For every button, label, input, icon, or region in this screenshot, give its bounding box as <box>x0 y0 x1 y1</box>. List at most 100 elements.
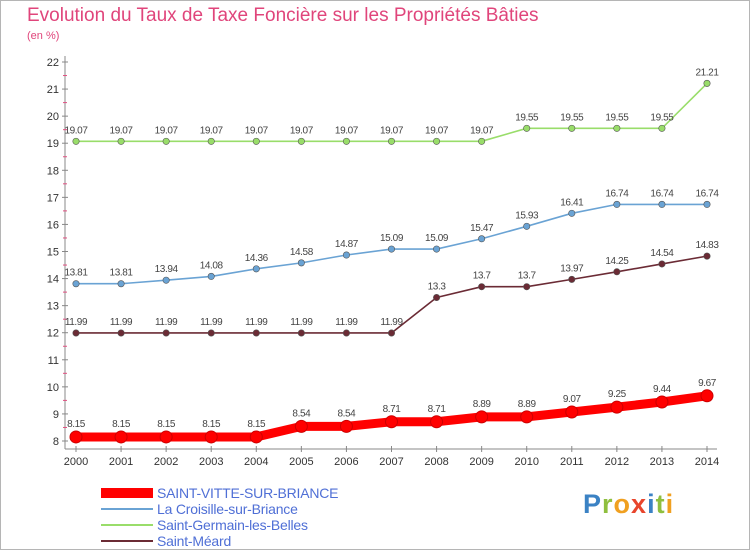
x-tick-label: 2014 <box>695 456 719 468</box>
legend-label: La Croisille-sur-Briance <box>157 501 298 517</box>
data-point <box>297 137 305 145</box>
data-point <box>430 415 444 429</box>
data-label: 16.74 <box>650 188 674 199</box>
x-tick-label: 2000 <box>64 456 88 468</box>
data-point <box>478 283 486 291</box>
x-tick-label: 2006 <box>334 456 358 468</box>
legend-label: SAINT-VITTE-SUR-BRIANCE <box>157 485 339 501</box>
data-point <box>568 275 576 283</box>
data-label: 19.07 <box>470 125 494 136</box>
chart-title: Evolution du Taux de Taxe Foncière sur l… <box>27 5 539 26</box>
x-tick-label: 2012 <box>605 456 629 468</box>
data-label: 19.07 <box>200 125 224 136</box>
data-label: 15.47 <box>470 223 494 234</box>
data-label: 14.83 <box>695 240 719 251</box>
data-point <box>114 430 128 444</box>
logo-letter: x <box>631 489 648 519</box>
proxiti-logo: Proxiti <box>583 489 674 520</box>
data-point <box>703 79 711 87</box>
data-point <box>117 280 125 288</box>
x-tick-label: 2013 <box>650 456 674 468</box>
legend-item: Saint-Germain-les-Belles <box>101 517 338 533</box>
x-tick-label: 2011 <box>560 456 584 468</box>
data-label: 13.7 <box>518 271 537 282</box>
data-point <box>297 329 305 337</box>
data-label: 21.21 <box>695 67 719 78</box>
data-label: 19.07 <box>380 125 404 136</box>
data-point <box>162 329 170 337</box>
data-label: 19.55 <box>650 112 674 123</box>
x-tick-label: 2002 <box>154 456 178 468</box>
y-tick-label: 10 <box>47 382 59 394</box>
legend-swatch <box>101 540 153 542</box>
data-point <box>387 329 395 337</box>
data-point <box>72 280 80 288</box>
data-point <box>162 276 170 284</box>
y-unit-label: (en %) <box>27 30 60 42</box>
data-point <box>568 124 576 132</box>
y-tick-label: 8 <box>53 436 59 448</box>
data-label: 15.09 <box>380 233 404 244</box>
data-label: 16.74 <box>605 188 629 199</box>
data-point <box>162 137 170 145</box>
data-label: 9.07 <box>563 394 582 405</box>
data-label: 11.99 <box>110 317 133 328</box>
data-label: 13.3 <box>428 282 447 293</box>
data-point <box>117 137 125 145</box>
data-label: 8.71 <box>428 404 447 415</box>
data-label: 19.55 <box>605 112 629 123</box>
data-label: 8.15 <box>157 419 176 430</box>
legend-item: SAINT-VITTE-SUR-BRIANCE <box>101 485 339 501</box>
x-tick-label: 2010 <box>514 456 538 468</box>
y-tick-label: 22 <box>47 57 59 69</box>
y-tick-label: 17 <box>47 192 59 204</box>
data-point <box>342 251 350 259</box>
data-label: 11.99 <box>245 317 268 328</box>
data-label: 19.07 <box>425 125 449 136</box>
data-point <box>523 222 531 230</box>
legend-item: Saint-Méard <box>101 533 338 549</box>
data-point <box>613 200 621 208</box>
data-label: 19.07 <box>110 125 134 136</box>
data-point <box>387 245 395 253</box>
data-point <box>297 259 305 267</box>
x-tick-label: 2009 <box>469 456 493 468</box>
y-tick-label: 18 <box>47 165 59 177</box>
data-label: 11.99 <box>155 317 178 328</box>
data-point <box>613 124 621 132</box>
data-label: 9.67 <box>698 378 717 389</box>
data-point <box>207 137 215 145</box>
data-label: 14.87 <box>335 239 359 250</box>
data-label: 19.07 <box>64 125 88 136</box>
logo-letter: i <box>665 489 675 519</box>
data-point <box>117 329 125 337</box>
data-point <box>478 235 486 243</box>
y-tick-label: 14 <box>47 274 59 286</box>
data-label: 14.36 <box>245 253 269 264</box>
data-point <box>252 329 260 337</box>
x-tick-label: 2001 <box>109 456 133 468</box>
logo-letter: o <box>613 489 632 519</box>
data-point <box>655 395 669 409</box>
legend: SAINT-VITTE-SUR-BRIANCE La Croisille-sur-… <box>101 485 339 549</box>
legend-label: Saint-Germain-les-Belles <box>157 517 308 533</box>
data-point <box>613 268 621 276</box>
data-label: 14.54 <box>650 248 674 259</box>
data-point <box>252 137 260 145</box>
data-label: 8.54 <box>292 408 311 419</box>
data-point <box>523 283 531 291</box>
y-tick-label: 21 <box>47 84 59 96</box>
logo-letter: i <box>647 489 656 519</box>
data-label: 8.15 <box>67 419 86 430</box>
data-label: 14.25 <box>605 256 629 267</box>
data-point <box>159 430 173 444</box>
data-label: 19.55 <box>515 112 539 123</box>
data-point <box>339 419 353 433</box>
data-point <box>294 419 308 433</box>
logo-letter: r <box>602 489 614 519</box>
data-point <box>703 200 711 208</box>
y-tick-label: 19 <box>47 138 59 150</box>
data-point <box>568 209 576 217</box>
data-label: 15.09 <box>425 233 449 244</box>
